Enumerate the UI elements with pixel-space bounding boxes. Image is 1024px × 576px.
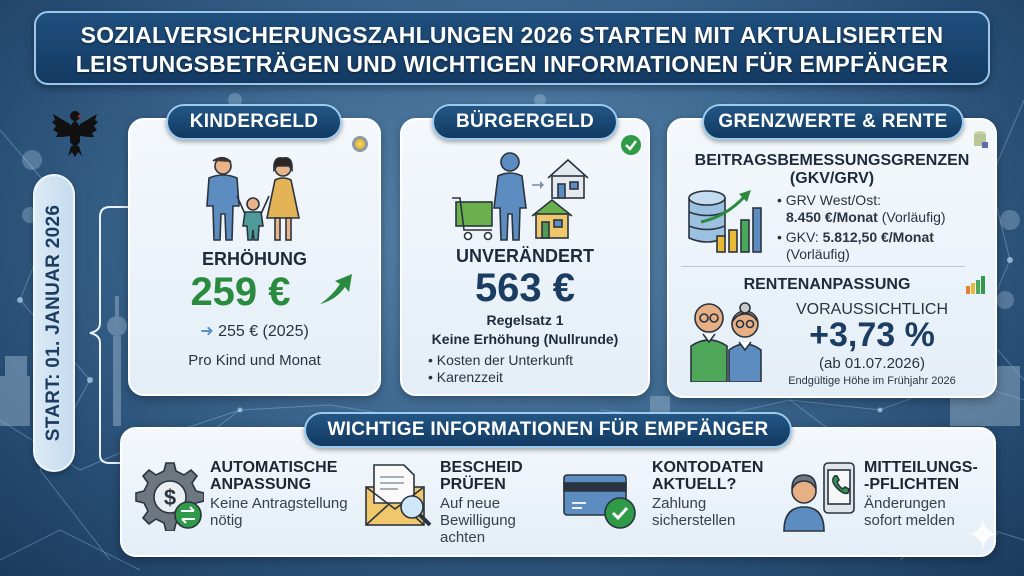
gkv-row: • GKV: 5.812,50 €/Monat <box>777 229 934 245</box>
buergergeld-nullrunde: Keine Erhöhung (Nullrunde) <box>431 331 619 347</box>
bbg-values: • GRV West/Ost: 8.450 €/Monat (Vorläufig… <box>777 192 946 263</box>
kindergeld-previous: ➜ 255 € (2025) <box>130 321 379 341</box>
buergergeld-regelsatz: Regelsatz 1 <box>486 312 564 328</box>
gkv-note-row: (Vorläufig) <box>786 246 850 262</box>
check-badge-icon <box>621 135 641 155</box>
bullet-item: • Karenzzeit <box>428 369 503 385</box>
buergergeld-header: BÜRGERGELD <box>432 104 618 140</box>
kindergeld-header: KINDERGELD <box>166 104 342 140</box>
start-date-label: START: 01. JANUAR 2026 <box>43 204 64 442</box>
person-phone-icon <box>783 462 855 532</box>
timeline-bracket <box>89 206 128 464</box>
rente-status: VORAUSSICHTLICH <box>795 301 949 318</box>
page-title: SOZIALVERSICHERUNGSZAHLUNGEN 2026 STARTE… <box>34 11 990 85</box>
bar-chart-small-icon <box>966 276 985 294</box>
info-card: $ AUTOMATISCHE ANPASSUNG Keine Antragste… <box>120 427 998 557</box>
sparkle-icon <box>968 519 998 549</box>
kindergeld-status: ERHÖHUNG <box>201 249 307 269</box>
grv-row: • GRV West/Ost: <box>777 192 881 208</box>
kindergeld-card: ERHÖHUNG 259 € ➜ 255 € (2025) Pro Kind u… <box>128 118 381 396</box>
buergergeld-status: UNVERÄNDERT <box>455 246 594 266</box>
info-item-mitteilungspflichten: MITTEILUNGS- -PFLICHTEN Änderungen sofor… <box>864 459 978 529</box>
bullet-item: • Kosten der Unterkunft <box>428 352 573 368</box>
divider <box>681 266 965 267</box>
right-arrow-icon: ➜ <box>200 323 219 340</box>
svg-text:$: $ <box>164 485 176 510</box>
rente-note: Endgültige Höhe im Frühjahr 2026 <box>788 375 956 387</box>
info-item-kontodaten-aktuell: KONTODATEN AKTUELL? Zahlung sicherstelle… <box>652 459 764 529</box>
federal-eagle-icon <box>52 111 98 157</box>
rente-value: +3,73 % <box>809 316 935 354</box>
info-header: WICHTIGE INFORMATIONEN FÜR EMPFÄNGER <box>304 412 792 448</box>
rente-date: (ab 01.07.2026) <box>819 355 925 372</box>
info-item-bescheid-pruefen: BESCHEID PRÜFEN Auf neue Bewilligung ach… <box>440 459 523 546</box>
kindergeld-note: Pro Kind und Monat <box>188 352 321 369</box>
envelope-search-icon <box>365 464 432 527</box>
buergergeld-bullets: • Kosten der Unterkunft • Karenzzeit <box>428 352 573 386</box>
database-small-icon <box>974 131 988 148</box>
grv-value-row: 8.450 €/Monat (Vorläufig) <box>786 209 946 225</box>
title-line-2: LEISTUNGSBETRÄGEN UND WICHTIGEN INFORMAT… <box>75 51 949 77</box>
start-date-pill: START: 01. JANUAR 2026 <box>33 174 75 472</box>
gear-dollar-icon: $ <box>135 462 204 531</box>
gear-icon <box>352 136 368 152</box>
bbg-subtitle: (GKV/GRV) <box>789 170 875 187</box>
kindergeld-amount: 259 € <box>190 270 291 314</box>
bbg-title: BEITRAGSBEMESSUNGSGRENZEN <box>694 152 970 169</box>
kindergeld-previous-value: 255 € (2025) <box>218 323 309 340</box>
grenzwerte-header: GRENZWERTE & RENTE <box>702 104 964 140</box>
family-icon <box>206 156 300 241</box>
person-housing-icon <box>452 152 589 241</box>
grenzwerte-card: BEITRAGSBEMESSUNGSGRENZEN (GKV/GRV) • GR… <box>667 118 997 398</box>
card-check-icon <box>563 474 636 529</box>
database-growth-icon <box>688 190 762 253</box>
rente-title: RENTENANPASSUNG <box>743 276 911 293</box>
buergergeld-card: UNVERÄNDERT 563 € Regelsatz 1 Keine Erhö… <box>400 118 650 396</box>
info-item-automatische-anpassung: AUTOMATISCHE ANPASSUNG Keine Antragstell… <box>210 459 348 529</box>
buergergeld-amount: 563 € <box>474 266 576 310</box>
title-line-1: SOZIALVERSICHERUNGSZAHLUNGEN 2026 STARTE… <box>80 22 944 48</box>
seniors-couple-icon <box>690 302 762 382</box>
trend-up-arrow-icon <box>320 274 352 304</box>
